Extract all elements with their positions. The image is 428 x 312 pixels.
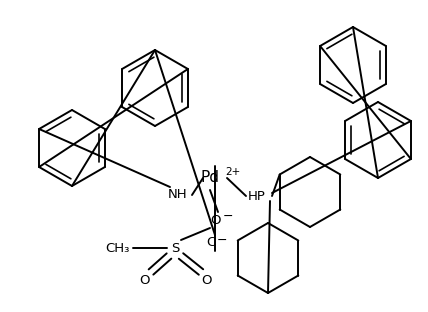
Text: S: S [171, 241, 179, 255]
Text: Pd: Pd [200, 170, 220, 186]
Text: NH: NH [168, 188, 188, 202]
Text: O: O [202, 274, 212, 286]
Text: −: − [217, 233, 227, 246]
Text: O: O [211, 213, 221, 227]
Text: CH₃: CH₃ [106, 241, 130, 255]
Text: HP: HP [248, 189, 266, 202]
Text: 2+: 2+ [226, 167, 241, 177]
Text: O: O [140, 274, 150, 286]
Text: C: C [206, 236, 216, 250]
Text: −: − [223, 209, 233, 222]
